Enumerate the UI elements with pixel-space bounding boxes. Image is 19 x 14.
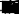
Line: 4#: 4# [0, 5, 19, 14]
Line: 1#: 1# [0, 5, 19, 14]
Line: 5#: 5# [0, 0, 19, 13]
Text: 10 kHz: 10 kHz [3, 0, 19, 7]
Legend: 1#, 2#, 3#, 4#, 5#: 1#, 2#, 3#, 4#, 5# [0, 10, 9, 14]
